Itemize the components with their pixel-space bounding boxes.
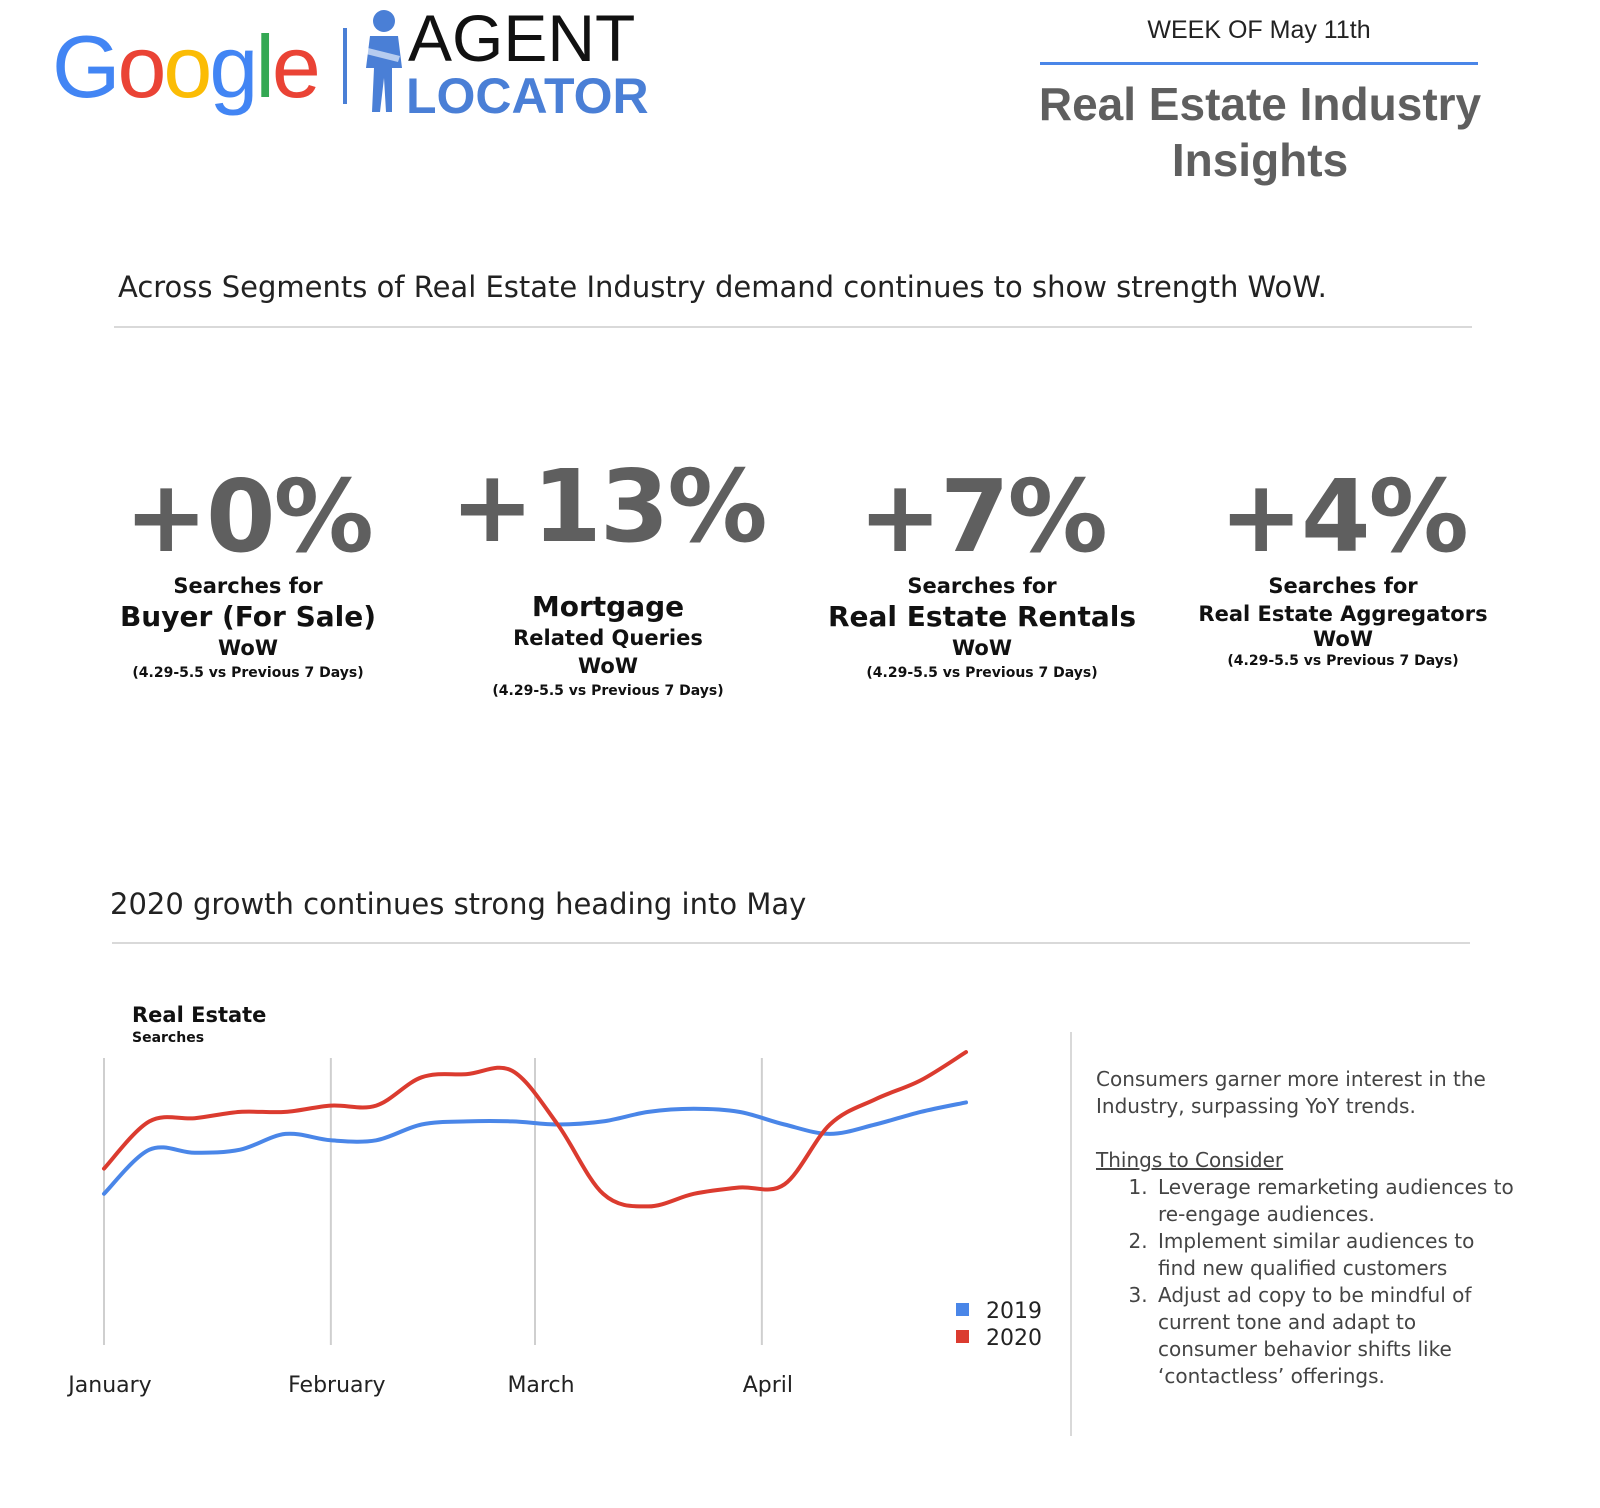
week-label: WEEK OF May 11th <box>1147 16 1371 44</box>
stat-line1: Searches for <box>173 574 323 598</box>
report-title: Real Estate Industry Insights <box>1038 78 1482 186</box>
chart-subtitle: Searches <box>132 1030 205 1046</box>
segments-heading: Across Segments of Real Estate Industry … <box>118 270 1327 304</box>
stat-card-rentals: +7% Searches for Real Estate Rentals WoW… <box>812 462 1152 684</box>
consider-item: Adjust ad copy to be mindful of current … <box>1154 1282 1516 1390</box>
stat-card-mortgage: +13% Mortgage Related Queries WoW (4.29-… <box>448 452 768 702</box>
stat-note: (4.29-5.5 vs Previous 7 Days) <box>492 683 724 699</box>
legend-swatch-2020 <box>956 1330 969 1343</box>
stat-line2: Related Queries <box>513 626 703 650</box>
x-tick-label: February <box>288 1373 386 1398</box>
logo-letter: o <box>117 17 166 116</box>
stat-line3: WoW <box>577 654 638 678</box>
stat-line3: WoW <box>951 636 1012 660</box>
x-tick-label: April <box>743 1373 793 1398</box>
stat-note: (4.29-5.5 vs Previous 7 Days) <box>1227 653 1459 669</box>
stat-note: (4.29-5.5 vs Previous 7 Days) <box>132 665 364 681</box>
stat-line2: Real Estate Rentals <box>827 600 1136 633</box>
series-line-2019 <box>102 1100 968 1196</box>
section1-divider <box>114 326 1472 328</box>
series-line-2020 <box>102 1050 968 1209</box>
legend-label-2020: 2020 <box>986 1326 1042 1351</box>
stat-line3: WoW <box>217 636 278 660</box>
logo-letter: g <box>209 17 258 116</box>
consider-list: Leverage remarketing audiences to re-eng… <box>1096 1174 1516 1390</box>
chart-notes-divider <box>1070 1032 1072 1436</box>
stat-line2: Real Estate Aggregators <box>1198 602 1488 626</box>
logo-divider <box>343 28 347 104</box>
stat-value: +0% <box>124 458 374 575</box>
x-tick-label: January <box>66 1373 151 1398</box>
section2-divider <box>112 942 1470 944</box>
growth-heading: 2020 growth continues strong heading int… <box>110 887 807 921</box>
stat-line1: Searches for <box>907 574 1057 598</box>
google-logo: Google <box>52 12 321 122</box>
brand-locator-text: LOCATOR <box>406 68 649 124</box>
logo-letter: o <box>163 17 212 116</box>
stat-line3: WoW <box>1312 627 1373 651</box>
notes-intro: Consumers garner more interest in the In… <box>1096 1067 1486 1118</box>
stat-line2: Buyer (For Sale) <box>119 600 377 633</box>
consider-item: Leverage remarketing audiences to re-eng… <box>1154 1174 1516 1228</box>
legend-label-2019: 2019 <box>986 1299 1042 1324</box>
stat-value: +4% <box>1219 458 1469 575</box>
consider-item: Implement similar audiences to find new … <box>1154 1228 1516 1282</box>
brand-agent-text: AGENT <box>408 1 636 75</box>
things-to-consider-heading: Things to Consider <box>1096 1148 1284 1172</box>
week-underline <box>1040 62 1478 65</box>
stat-card-buyer: +0% Searches for Buyer (For Sale) WoW (4… <box>88 462 408 684</box>
stat-value: +13% <box>450 448 767 565</box>
agent-figure-icon <box>366 10 402 112</box>
stat-card-aggregators: +4% Searches for Real Estate Aggregators… <box>1183 462 1503 672</box>
logo-letter: l <box>255 17 274 116</box>
logo-letter: G <box>52 17 120 116</box>
stat-note: (4.29-5.5 vs Previous 7 Days) <box>866 665 1098 681</box>
legend-swatch-2019 <box>956 1303 969 1316</box>
stat-value: +7% <box>858 458 1108 575</box>
logo-letter: e <box>271 17 321 116</box>
stat-line1: Mortgage <box>531 590 685 623</box>
stat-line1: Searches for <box>1268 574 1418 598</box>
x-tick-label: March <box>507 1373 574 1398</box>
insights-notes: Consumers garner more interest in the In… <box>1096 1066 1516 1390</box>
chart-title: Real Estate <box>132 1003 267 1027</box>
